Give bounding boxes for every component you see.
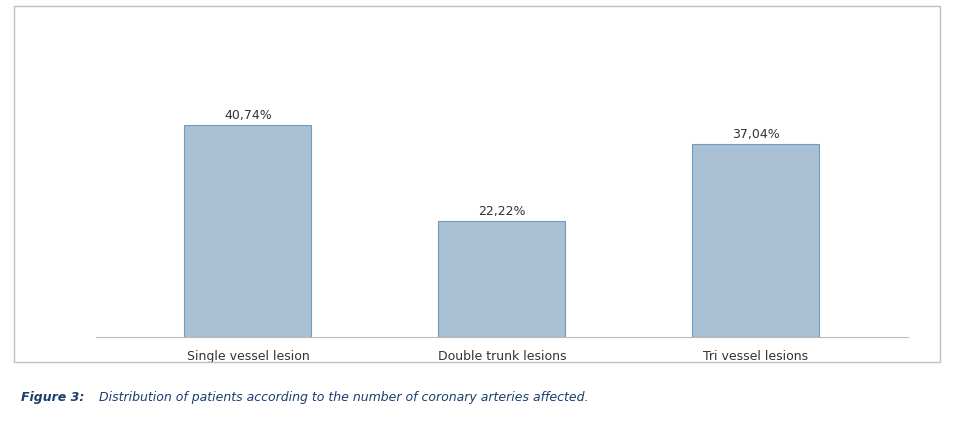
Text: 40,74%: 40,74% [224,109,272,122]
Text: Figure 3:: Figure 3: [21,392,84,404]
Text: 37,04%: 37,04% [732,128,780,141]
Text: 22,22%: 22,22% [478,205,526,218]
Bar [185,125,312,337]
Bar [692,144,819,337]
Bar [439,221,565,337]
Text: Distribution of patients according to the number of coronary arteries affected.: Distribution of patients according to th… [95,392,588,404]
